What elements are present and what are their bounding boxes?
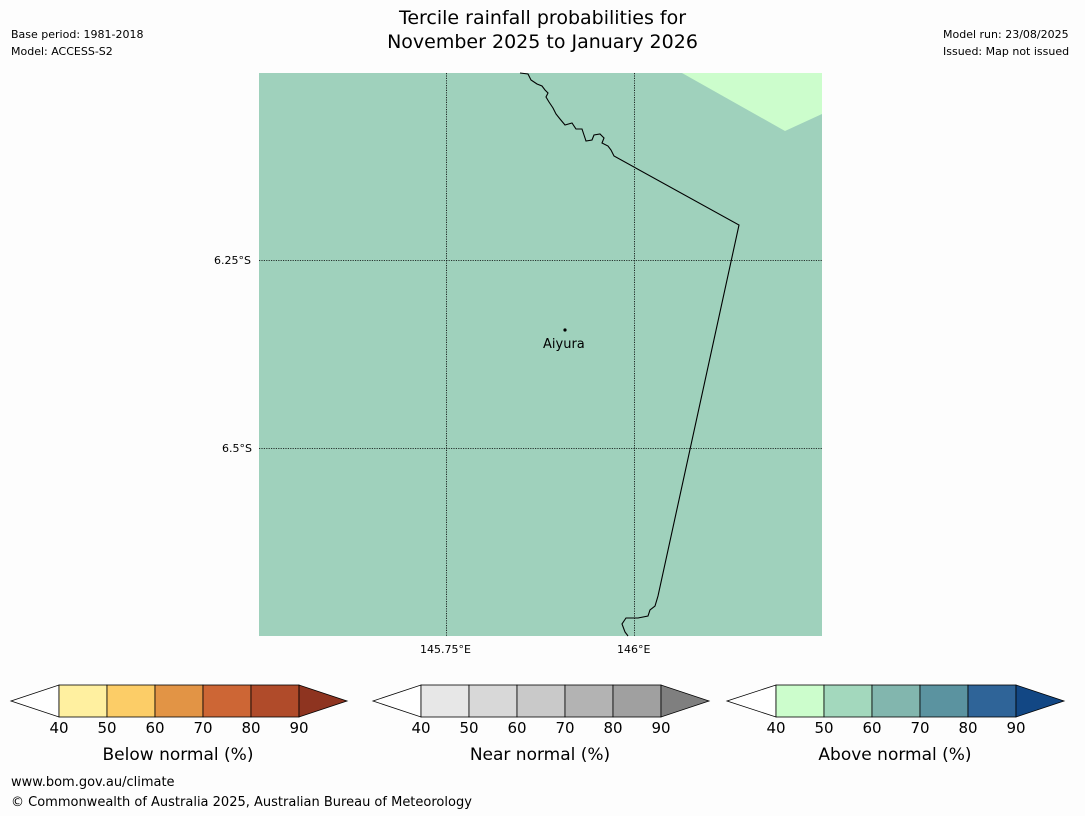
colorbar-near-tick-90: 90 [651,719,671,737]
header-meta-left: Base period: 1981-2018 Model: ACCESS-S2 [11,26,143,60]
colorbar-below-tick-40: 40 [49,719,69,737]
aiyura-location-marker [563,328,567,332]
colorbar-below-tick-90: 90 [289,719,309,737]
issued-text: Issued: Map not issued [943,45,1070,58]
colorbar-below-high-extend [298,684,349,718]
title-line-2: November 2025 to January 2026 [387,31,698,53]
base-period-text: Base period: 1981-2018 [11,28,144,41]
map-canvas [259,72,822,637]
colorbar-above-segment-40 [775,684,825,718]
colorbar-above-segment-60 [871,684,921,718]
colorbar-above-label: Above normal (%) [818,745,972,765]
colorbar-above-segment-50 [823,684,873,718]
colorbar-below-segment-40 [58,684,108,718]
colorbar-above-tick-50: 50 [814,719,834,737]
header-meta-right: Model run: 23/08/2025 Issued: Map not is… [943,26,1069,60]
colorbar-below-segment-80 [250,684,300,718]
colorbar-above-low-extend [725,684,777,718]
place-label-aiyura: Aiyura [543,337,585,352]
colorbar-near-tick-50: 50 [459,719,479,737]
colorbar-below-segment-70 [202,684,252,718]
colorbar-below-label: Below normal (%) [102,745,254,765]
colorbar-above-tick-60: 60 [862,719,882,737]
colorbar-above [725,684,1066,718]
colorbar-above-segment-70 [919,684,969,718]
lon-tick-145-75: 145.75°E [420,643,471,656]
footer-url: www.bom.gov.au/climate [11,775,175,790]
colorbar-near-tick-70: 70 [555,719,575,737]
colorbar-below-tick-60: 60 [145,719,165,737]
model-run-text: Model run: 23/08/2025 [943,28,1069,41]
colorbar-below-normal [9,684,1066,718]
colorbar-above-high-extend [1015,684,1066,718]
colorbar-above-tick-80: 80 [958,719,978,737]
colorbar-below-tick-80: 80 [241,719,261,737]
title-line-1: Tercile rainfall probabilities for [398,7,687,29]
colorbar-above-tick-90: 90 [1006,719,1026,737]
colorbar-near-tick-80: 80 [603,719,623,737]
province-border-line [519,72,740,637]
colorbar-near-low-extend [371,684,422,718]
above-normal-region [682,73,822,131]
colorbar-near-tick-60: 60 [507,719,527,737]
colorbar-near-tick-40: 40 [411,719,431,737]
lon-tick-146: 146°E [617,643,651,656]
colorbar-above-segment-80 [967,684,1017,718]
colorbar-below-tick-50: 50 [97,719,117,737]
lat-tick-6-25: 6.25°S [214,254,251,267]
colorbar-below-segment-50 [106,684,156,718]
colorbar-below-segment-60 [154,684,204,718]
colorbar-near-segment-50 [468,684,518,718]
lat-tick-6-5: 6.5°S [222,442,252,455]
colorbar-below-low-extend [9,684,60,718]
colorbar-near-segment-40 [420,684,470,718]
colorbar-near-segment-60 [516,684,566,718]
map-background [259,73,822,636]
colorbar-above-tick-70: 70 [910,719,930,737]
colorbar-below-tick-70: 70 [193,719,213,737]
colorbar-below [9,684,349,718]
model-text: Model: ACCESS-S2 [11,45,113,58]
colorbar-near-label: Near normal (%) [469,745,611,765]
footer-copyright: © Commonwealth of Australia 2025, Austra… [11,795,472,810]
colorbar-near [371,684,711,718]
colorbar-near-high-extend [660,684,711,718]
colorbar-near-segment-70 [564,684,614,718]
colorbar-above-tick-40: 40 [766,719,786,737]
map-title: Tercile rainfall probabilities for Novem… [0,6,1085,54]
colorbar-near-segment-80 [612,684,662,718]
